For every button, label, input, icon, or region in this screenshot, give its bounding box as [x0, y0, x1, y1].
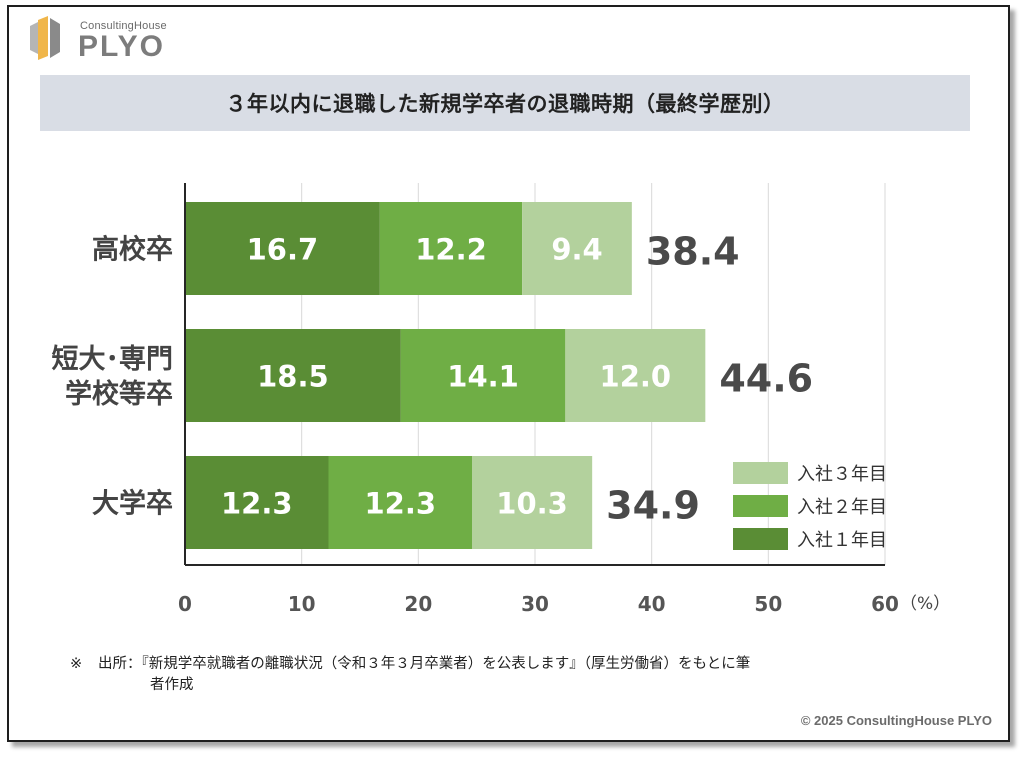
legend-label: 入社３年目: [797, 464, 887, 485]
x-axis-unit-label: （%）: [900, 594, 950, 614]
bar-total-label: 34.9: [606, 484, 700, 528]
chart-title: ３年以内に退職した新規学卒者の退職時期（最終学歴別）: [225, 92, 785, 116]
x-tick-label: 50: [754, 592, 782, 616]
legend-swatch: [733, 462, 788, 484]
legend-label: 入社１年目: [797, 530, 887, 551]
bar-value-label: 18.5: [257, 360, 329, 394]
copyright: © 2025 ConsultingHouse PLYO: [800, 713, 992, 728]
x-tick-label: 30: [521, 592, 549, 616]
bar-value-label: 12.3: [364, 487, 436, 521]
bar-segment: [565, 329, 706, 422]
logo-company-big: PLYO: [78, 30, 165, 63]
category-label: 高校卒: [92, 234, 173, 266]
source-line-1: 出所：『新規学卒就職者の離職状況（令和３年３月卒業者）を公表します』（厚生労働省…: [98, 656, 751, 672]
bar-value-label: 12.3: [221, 487, 293, 521]
bar-value-label: 16.7: [247, 233, 319, 267]
legend-label: 入社２年目: [797, 497, 887, 518]
logo-hexagon-icon: [30, 16, 60, 60]
x-tick-label: 0: [178, 592, 192, 616]
title-banner: ３年以内に退職した新規学卒者の退職時期（最終学歴別）: [40, 75, 970, 131]
bar-segment: [379, 202, 523, 295]
legend-swatch: [733, 528, 788, 550]
bar-segment: [522, 202, 632, 295]
bar-value-label: 12.2: [415, 233, 487, 267]
x-tick-label: 20: [404, 592, 432, 616]
x-tick-label: 40: [638, 592, 666, 616]
logo-company-small: ConsultingHouse: [80, 20, 167, 32]
bar-segment: [185, 329, 401, 422]
category-label: 短大･専門: [52, 344, 174, 375]
bar-segment: [400, 329, 566, 422]
bar-value-label: 12.0: [600, 360, 672, 394]
bar-value-label: 14.1: [447, 360, 519, 394]
x-tick-label: 60: [871, 592, 899, 616]
bar-total-label: 44.6: [719, 357, 813, 401]
source-line-2: 者作成: [150, 677, 194, 693]
bar-segment: [472, 456, 593, 549]
bar-segment: [328, 456, 472, 549]
legend-swatch: [733, 495, 788, 517]
bar-value-label: 10.3: [496, 487, 568, 521]
bar-segment: [185, 202, 380, 295]
category-label: 大学卒: [92, 488, 173, 520]
bar-value-label: 9.4: [551, 233, 602, 267]
category-label: 学校等卒: [65, 378, 173, 410]
logo: ConsultingHouse PLYO: [22, 16, 222, 64]
stacked-bar-chart: 0 10 20 30 40 50 60 （%） 16.7 12.2 9.4 38.4 高校卒 18.5 14…: [52, 183, 950, 616]
bar-total-label: 38.4: [646, 230, 740, 274]
source-note: ※ 出所：『新規学卒就職者の離職状況（令和３年３月卒業者）を公表します』（厚生労働…: [70, 654, 940, 696]
note-mark: ※: [70, 656, 83, 672]
x-tick-label: 10: [288, 592, 316, 616]
bar-segment: [185, 456, 329, 549]
